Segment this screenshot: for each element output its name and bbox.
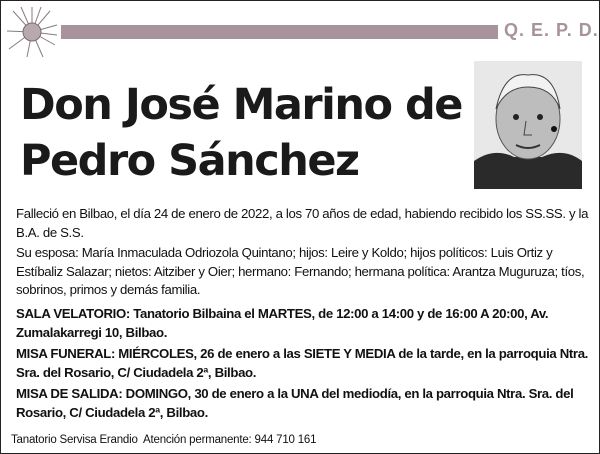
family-list: Su esposa: María Inmaculada Odriozola Qu… — [16, 245, 585, 297]
name-line-2: Pedro Sánchez — [20, 136, 360, 186]
thistle-flower-icon — [6, 6, 58, 58]
funeral-mass-details: MISA FUNERAL: MIÉRCOLES, 26 de enero a l… — [16, 346, 588, 380]
header-bar — [61, 25, 498, 39]
name-line-1: Don José Marino de — [20, 80, 463, 130]
funeral-home-contact: Tanatorio Servisa Erandio Atención perma… — [11, 434, 317, 446]
qepd-label: Q. E. P. D. — [504, 20, 599, 40]
death-announcement: Falleció en Bilbao, el día 24 de enero d… — [16, 206, 589, 240]
portrait-photo — [474, 61, 582, 189]
wake-details: SALA VELATORIO: Tanatorio Bilbaina el MA… — [16, 306, 549, 340]
deceased-name: Don José Marino de Pedro Sánchez — [20, 77, 463, 189]
departure-mass-details: MISA DE SALIDA: DOMINGO, 30 de enero a l… — [16, 386, 574, 420]
